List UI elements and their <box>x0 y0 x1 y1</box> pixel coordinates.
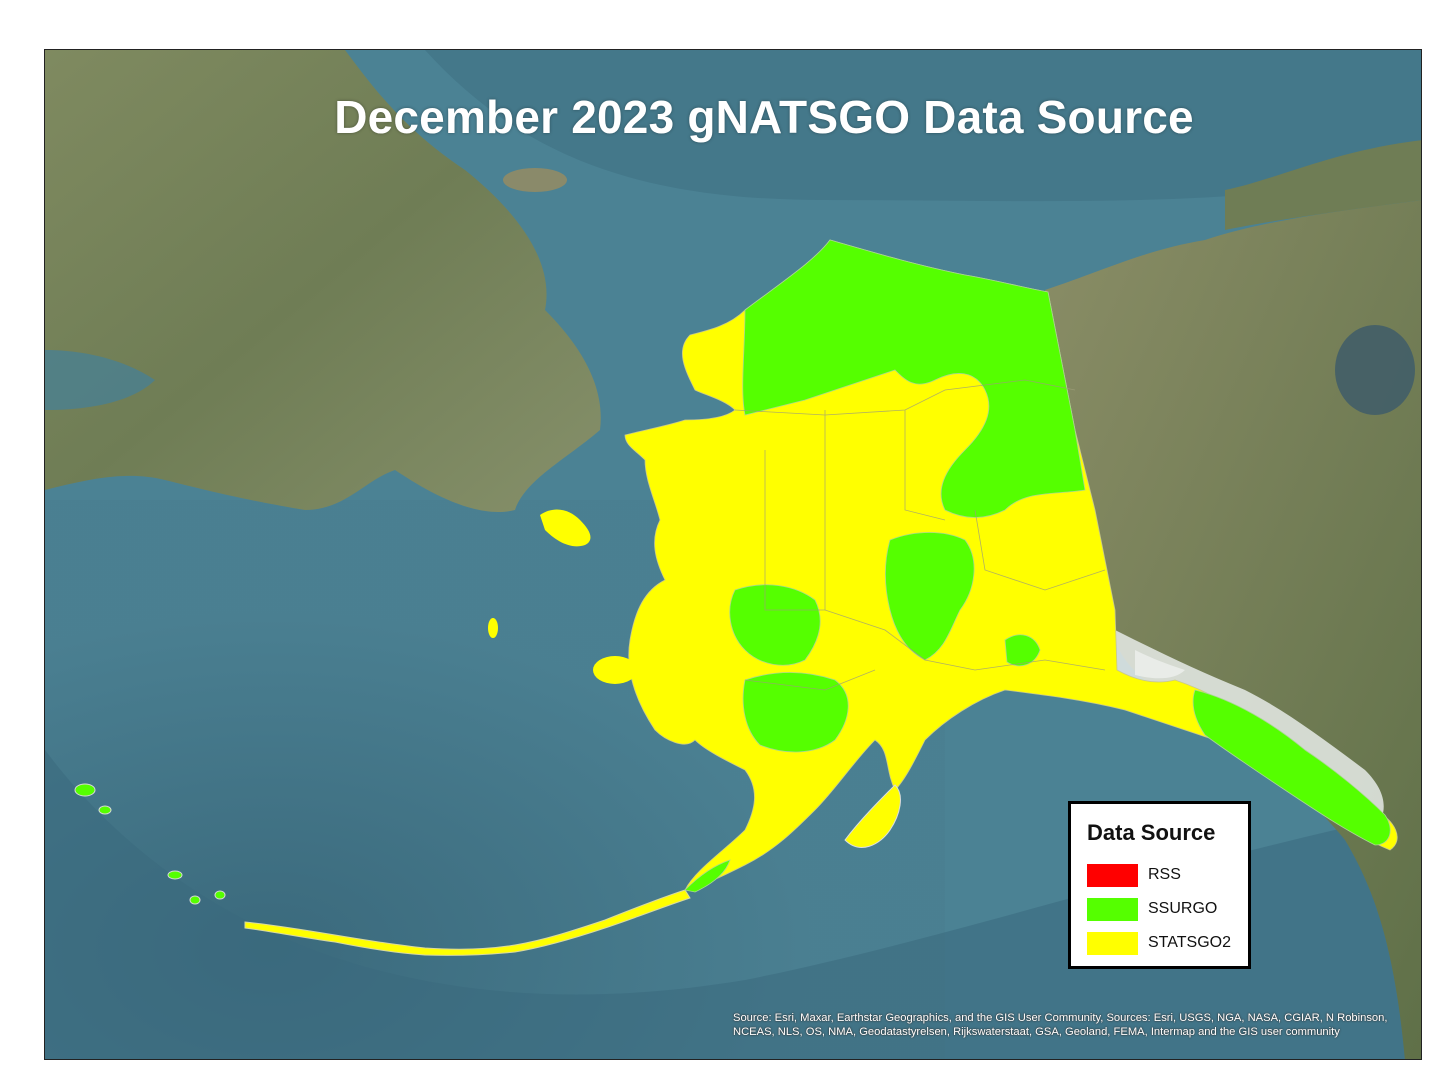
legend-item-ssurgo: SSURGO <box>1087 892 1234 926</box>
map-title: December 2023 gNATSGO Data Source <box>334 91 1194 143</box>
legend-label-ssurgo: SSURGO <box>1148 900 1218 917</box>
legend: Data Source RSS SSURGO STATSGO2 <box>1068 801 1251 969</box>
aleutian-islands <box>244 889 691 956</box>
borough-boundaries <box>734 379 1106 691</box>
st-matthew-island <box>488 618 498 638</box>
nunivak-island <box>593 656 637 684</box>
map-attribution: Source: Esri, Maxar, Earthstar Geographi… <box>733 1012 1388 1038</box>
map-frame[interactable]: December 2023 gNATSGO Data Source Data S… <box>44 49 1422 1060</box>
kodiak-island <box>844 784 901 848</box>
legend-item-statsgo2: STATSGO2 <box>1087 926 1234 960</box>
satellite-basemap <box>45 50 1421 1059</box>
great-bear-lake <box>1335 325 1415 415</box>
western-aleutians <box>74 783 226 905</box>
legend-label-statsgo2: STATSGO2 <box>1148 934 1231 951</box>
legend-swatch-ssurgo <box>1087 897 1138 921</box>
st-elias-snow <box>1135 650 1185 679</box>
canada-land <box>1045 200 1421 1059</box>
legend-title: Data Source <box>1087 820 1216 845</box>
legend-swatch-rss <box>1087 863 1138 887</box>
legend-swatch-statsgo2 <box>1087 931 1138 955</box>
arctic-islands <box>1225 140 1421 230</box>
anadyr-gulf <box>45 350 155 410</box>
arctic-ocean <box>425 50 1421 202</box>
chukotka-land <box>45 50 601 512</box>
ssurgo-regions <box>684 239 1391 893</box>
st-lawrence-island <box>540 509 591 547</box>
wrangel-island <box>503 168 567 192</box>
pacific-deep <box>45 750 1421 1059</box>
legend-label-rss: RSS <box>1148 866 1181 883</box>
legend-item-rss: RSS <box>1087 858 1234 892</box>
